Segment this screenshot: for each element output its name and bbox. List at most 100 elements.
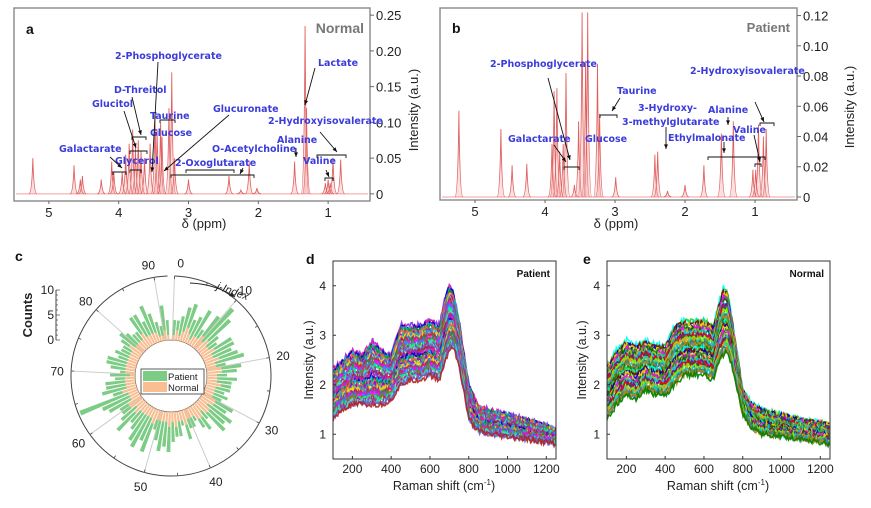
bar-patient <box>216 377 237 382</box>
bar-patient <box>213 392 229 401</box>
bar-normal <box>127 395 142 406</box>
bar-normal <box>206 370 222 374</box>
bar-normal <box>184 333 191 344</box>
outer-tick <box>95 309 99 312</box>
peak <box>133 140 143 195</box>
panel-c-radial-axis: 0 5 10 <box>41 283 60 347</box>
panel-b-y-label: Intensity (a.u.) <box>842 66 857 148</box>
bar-patient <box>115 377 126 381</box>
arrowhead-icon <box>561 157 566 162</box>
annotation-bracket <box>316 154 347 158</box>
annotation-label: Alanine <box>277 135 317 146</box>
peak <box>164 108 174 195</box>
peak <box>184 179 193 195</box>
bar-patient <box>182 307 192 333</box>
bar-normal <box>205 384 216 389</box>
bar-patient <box>141 321 152 336</box>
bar-normal <box>134 401 147 414</box>
annotation-label: Ethylmalonate <box>668 133 746 144</box>
peak <box>76 179 85 195</box>
annotation-bracket <box>131 136 147 140</box>
bar-normal <box>190 337 199 348</box>
bar-normal <box>148 334 156 345</box>
bar-patient <box>106 360 127 368</box>
panel-a-x-label: δ (ppm) <box>182 216 227 231</box>
panel-e-spectra <box>607 285 830 449</box>
annotation-label: 3-methylglutarate <box>622 117 720 128</box>
angular-tick-label: 70 <box>50 364 64 378</box>
bar-patient <box>216 380 232 385</box>
annotation-label: 2-Hydroxyisovalerate <box>268 116 383 127</box>
bar-patient <box>197 418 206 429</box>
bar-normal <box>159 410 164 421</box>
x-tick-label: 1200 <box>807 462 834 476</box>
y-tick-label: 0.08 <box>803 69 828 84</box>
legend-swatch-patient <box>143 371 167 381</box>
annotation-arrow <box>753 134 761 163</box>
peak <box>157 136 167 195</box>
outer-tick <box>254 325 258 328</box>
peak <box>728 121 738 198</box>
panel-e-raman-normal: e Normal 200 400 600 800 1000 1200 1 2 3 4 Raman… <box>575 251 834 493</box>
bar-normal <box>172 335 175 341</box>
arrowhead-icon <box>294 152 298 157</box>
spoke-line <box>153 277 166 340</box>
radial-tick-label: 5 <box>47 308 54 322</box>
panel-a-spectrum <box>16 25 368 195</box>
bar-patient <box>139 305 154 335</box>
angular-tick-label: 80 <box>79 294 93 308</box>
bar-normal <box>145 405 153 416</box>
bar-normal <box>201 393 216 403</box>
angular-tick-label: 50 <box>134 480 148 494</box>
y-tick-label: 0 <box>376 187 383 202</box>
x-tick-label: 600 <box>420 462 440 476</box>
peak <box>124 143 134 195</box>
peak <box>97 179 106 195</box>
arrowhead-icon <box>722 148 726 153</box>
bar-normal <box>125 381 136 386</box>
outer-tick <box>74 403 79 405</box>
x-tick-label: 200 <box>616 462 636 476</box>
bar-normal <box>206 381 222 387</box>
bar-normal <box>129 353 140 360</box>
spoke-line <box>171 276 175 340</box>
bar-normal <box>128 345 143 356</box>
bar-normal <box>193 402 202 412</box>
bar-normal <box>195 401 208 414</box>
annotation-bracket <box>129 150 148 154</box>
peak <box>290 161 299 195</box>
peak <box>167 72 177 195</box>
bar-patient <box>130 410 142 424</box>
annotation-label: Glucitol <box>92 99 133 110</box>
peak <box>581 60 591 198</box>
bar-patient <box>200 416 212 430</box>
bar-normal <box>125 370 136 374</box>
bar-patient <box>132 314 149 338</box>
annotation-bracket <box>112 171 127 175</box>
peak <box>699 165 709 198</box>
arrowhead-icon <box>240 169 244 174</box>
peak <box>224 175 234 195</box>
bar-patient <box>221 363 242 370</box>
bar-normal <box>177 335 181 341</box>
bar-normal <box>129 391 140 398</box>
bar-normal <box>140 402 149 412</box>
arrowhead-icon <box>304 100 309 105</box>
bar-normal <box>147 407 155 417</box>
peak <box>561 73 571 198</box>
bar-normal <box>128 356 139 363</box>
bar-patient <box>153 420 162 441</box>
x-tick-label: 2 <box>255 205 262 220</box>
peak <box>570 184 579 198</box>
peak <box>78 175 87 195</box>
angular-tick-label: 30 <box>265 424 279 438</box>
bar-patient <box>193 309 212 338</box>
bar-normal <box>178 410 183 421</box>
panel-b-frame <box>439 7 798 201</box>
bar-patient <box>162 421 168 447</box>
bar-normal <box>204 386 215 392</box>
panel-d-label: d <box>306 251 315 267</box>
bar-patient <box>107 355 128 365</box>
x-tick-label: 5 <box>471 204 478 219</box>
bar-patient <box>206 403 233 425</box>
